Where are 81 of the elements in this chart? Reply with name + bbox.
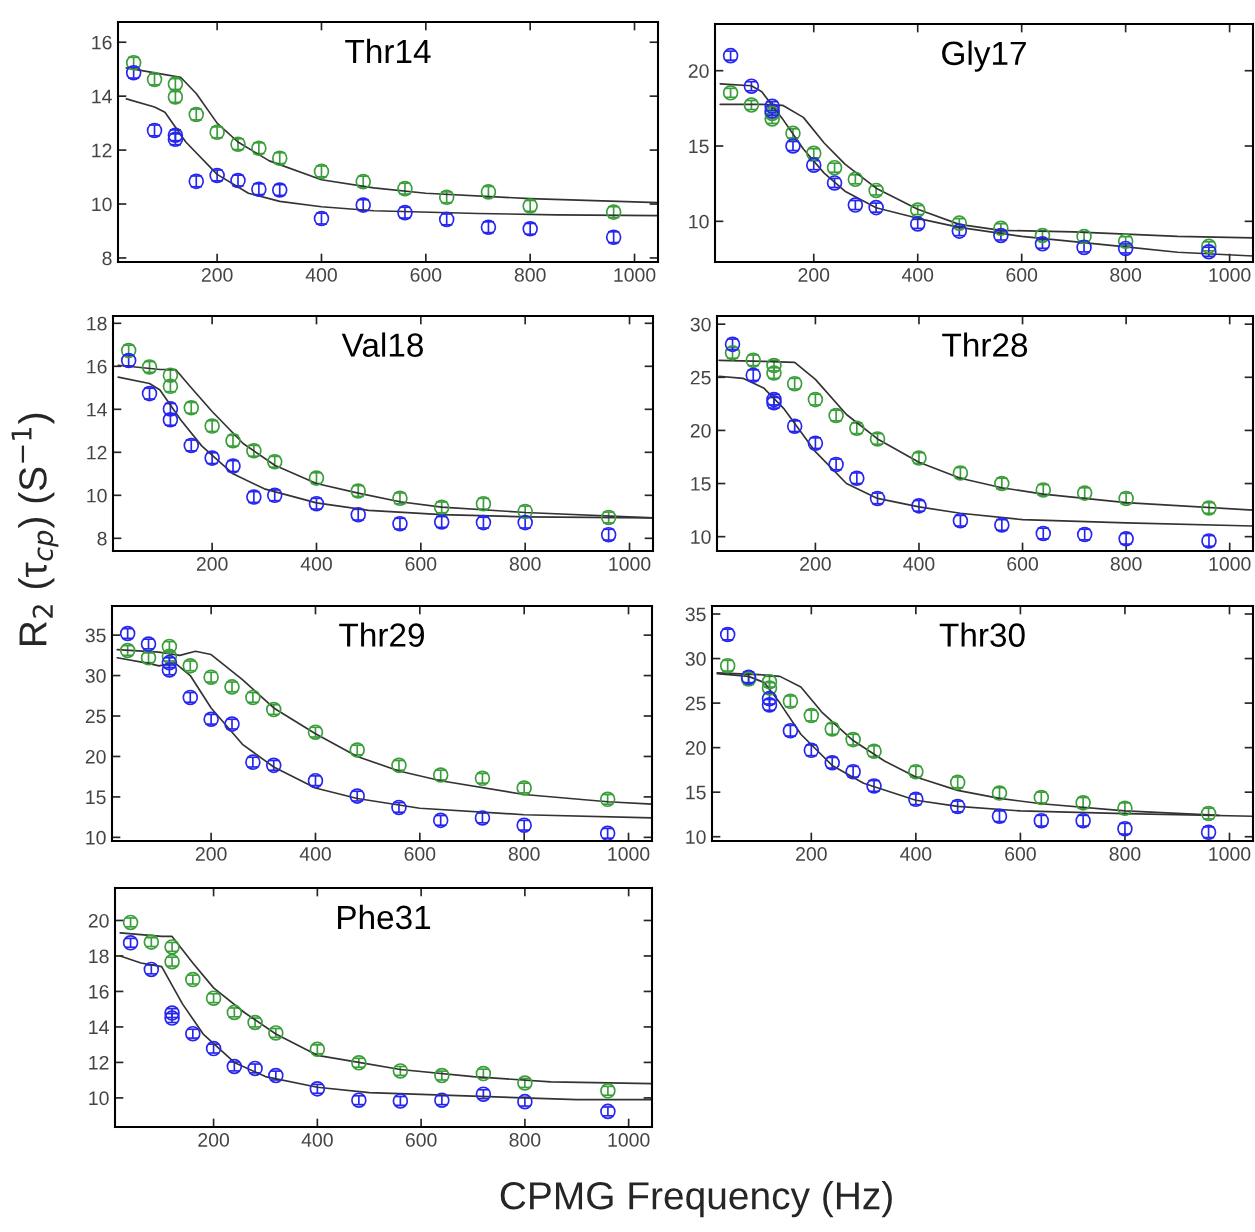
- y-tick-label: 20: [88, 913, 109, 928]
- x-tick-label: 600: [405, 557, 437, 571]
- y-tick-label: 35: [685, 607, 706, 622]
- chart-title: Phe31: [338, 904, 431, 930]
- y-tick-label: 12: [89, 1055, 109, 1070]
- x-tick-label: 400: [300, 557, 332, 571]
- y-tick-label: 20: [85, 749, 106, 764]
- y-tick-label: 25: [685, 696, 706, 711]
- x-tick-label: 400: [901, 268, 934, 282]
- x-tick-label: 200: [796, 847, 827, 861]
- x-tick-label: 200: [800, 557, 831, 571]
- y-tick-label: 15: [691, 477, 711, 491]
- chart-title: Thr30: [939, 622, 1025, 647]
- x-tick-label: 400: [299, 847, 331, 861]
- x-tick-label: 600: [1006, 268, 1038, 282]
- y-tick-label: 30: [685, 652, 706, 666]
- y-tick-label: 8: [102, 251, 112, 266]
- x-tick-label: 800: [509, 1133, 541, 1147]
- x-tick-label: 600: [410, 268, 442, 282]
- y-tick-label: 12: [87, 445, 107, 460]
- y-tick-label: 20: [685, 741, 706, 755]
- y-tick-label: 8: [97, 531, 107, 546]
- y-axis-title: R$_{2}$ (τ$_{cp}$) (S$^{−1}$): [11, 413, 59, 645]
- x-tick-label: 1000: [1209, 557, 1251, 571]
- x-tick-label: 1000: [608, 847, 650, 861]
- x-tick-label: 200: [201, 268, 233, 282]
- y-tick-label: 15: [86, 790, 106, 805]
- y-tick-label: 25: [85, 709, 106, 724]
- chart-title: Thr29: [339, 622, 424, 647]
- x-tick-label: 600: [404, 847, 436, 861]
- y-tick-label: 30: [690, 317, 711, 332]
- y-tick-label: 18: [87, 316, 107, 331]
- x-tick-label: 1000: [1209, 268, 1251, 282]
- y-tick-label: 16: [92, 35, 112, 50]
- y-tick-label: 10: [691, 530, 711, 544]
- x-tick-label: 600: [405, 1133, 437, 1147]
- x-tick-label: 200: [198, 1133, 230, 1147]
- y-tick-label: 15: [689, 139, 709, 154]
- y-tick-label: 10: [89, 1091, 109, 1106]
- x-tick-label: 1000: [614, 268, 656, 282]
- y-tick-label: 20: [690, 423, 711, 438]
- y-tick-label: 10: [86, 830, 106, 845]
- y-tick-label: 35: [85, 628, 106, 643]
- x-tick-label: 800: [508, 847, 540, 861]
- x-tick-label: 400: [900, 847, 932, 861]
- y-tick-label: 20: [688, 64, 709, 78]
- chart-title: Val18: [341, 332, 423, 357]
- x-tick-label: 800: [1110, 268, 1142, 282]
- y-tick-label: 16: [87, 359, 107, 374]
- y-tick-label: 14: [92, 89, 112, 104]
- x-tick-label: 400: [903, 557, 935, 571]
- x-tick-label: 200: [798, 268, 830, 282]
- chart-title: Gly17: [942, 40, 1026, 72]
- x-tick-label: 600: [1005, 847, 1036, 861]
- y-tick-label: 14: [89, 1020, 109, 1034]
- y-tick-label: 30: [85, 669, 106, 683]
- y-tick-label: 10: [92, 197, 112, 212]
- y-tick-label: 10: [686, 830, 706, 844]
- x-tick-label: 200: [196, 557, 228, 571]
- x-tick-label: 600: [1007, 557, 1039, 571]
- chart-title: Thr28: [942, 332, 1028, 357]
- y-tick-label: 10: [87, 488, 107, 503]
- y-tick-label: 10: [689, 214, 709, 229]
- x-axis-title: CPMG Frequency (Hz): [500, 1180, 892, 1218]
- y-tick-label: 18: [89, 949, 109, 964]
- y-tick-label: 16: [89, 984, 109, 999]
- chart-title: Thr14: [345, 38, 431, 63]
- x-tick-label: 1000: [609, 557, 651, 571]
- y-tick-label: 25: [690, 370, 711, 385]
- x-tick-label: 400: [301, 1133, 333, 1147]
- x-tick-label: 1000: [608, 1133, 650, 1147]
- y-tick-label: 15: [686, 785, 706, 800]
- x-tick-label: 400: [305, 268, 337, 282]
- y-tick-label: 14: [87, 402, 107, 417]
- x-tick-label: 200: [195, 847, 227, 861]
- x-tick-label: 1000: [1209, 847, 1251, 861]
- y-tick-label: 12: [92, 143, 112, 158]
- x-tick-label: 800: [509, 557, 541, 571]
- x-tick-label: 800: [1110, 557, 1142, 571]
- x-tick-label: 800: [514, 268, 546, 282]
- x-tick-label: 800: [1109, 847, 1141, 861]
